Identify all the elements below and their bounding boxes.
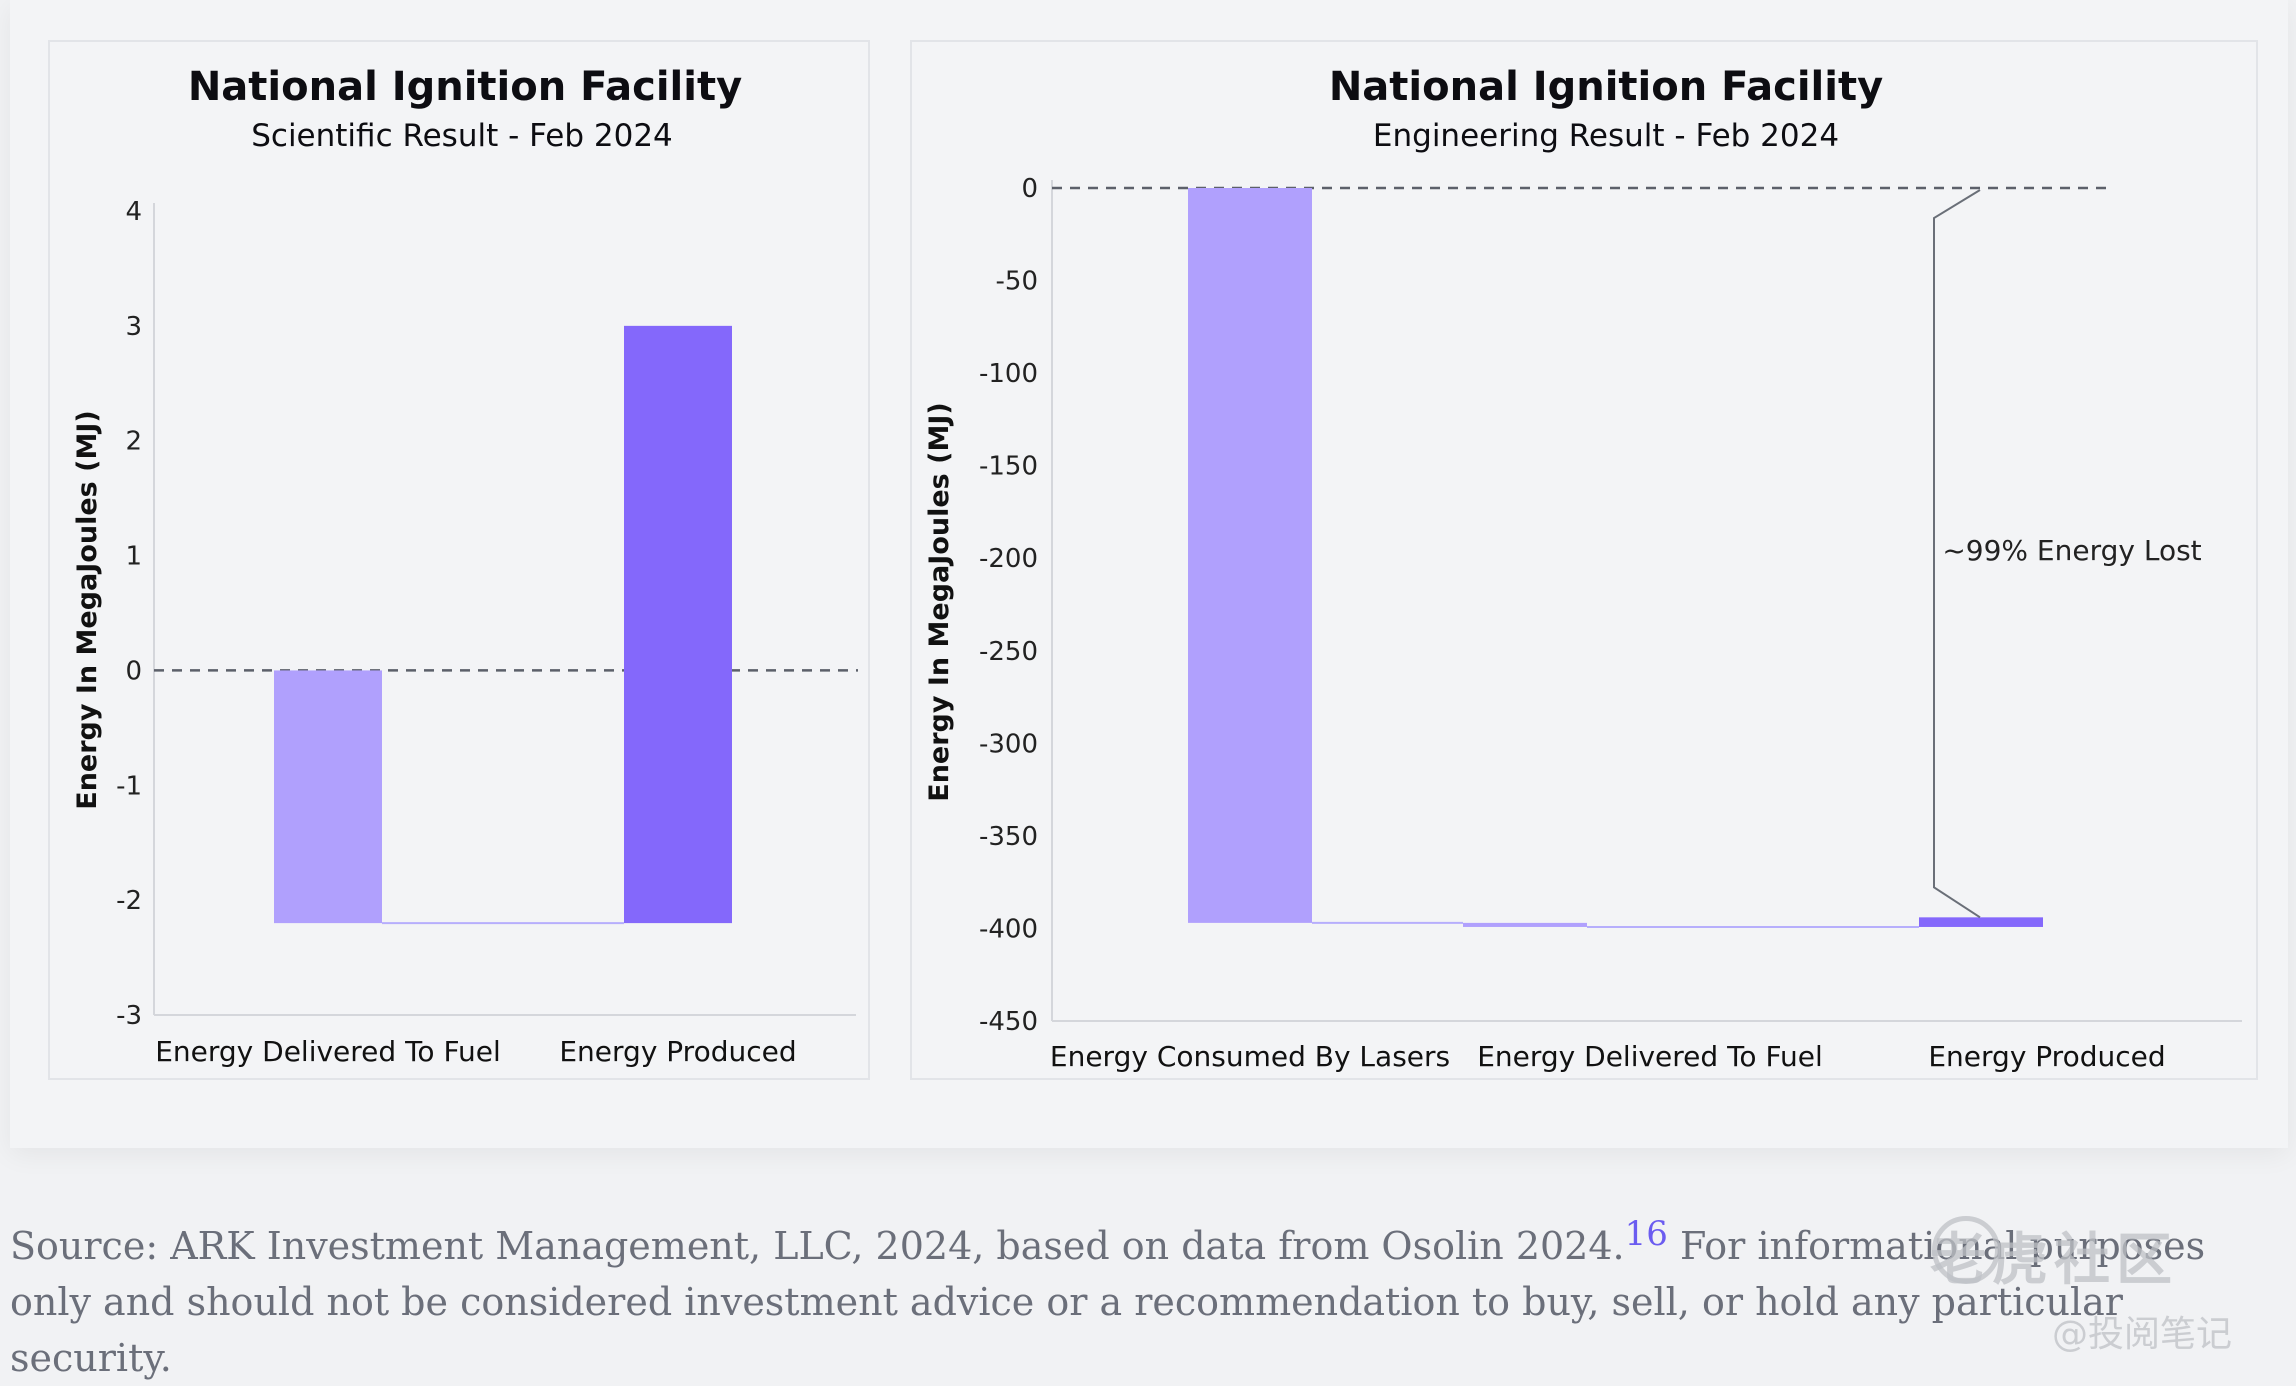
watermark-top: 老虎社区 — [1930, 1228, 2178, 1293]
y-tick-label: 3 — [125, 312, 142, 342]
y-tick-label: -50 — [996, 267, 1038, 297]
chart-title: National Ignition Facility — [188, 64, 742, 110]
y-tick-label: -350 — [979, 822, 1038, 852]
y-tick-label: -250 — [979, 637, 1038, 667]
chart-title: National Ignition Facility — [1329, 64, 1883, 110]
x-category-label: Energy Delivered To Fuel — [155, 1035, 501, 1068]
y-tick-label: -400 — [979, 914, 1038, 944]
y-tick-label: 1 — [125, 542, 142, 572]
y-tick-label: -1 — [116, 771, 142, 801]
y-tick-label: -450 — [979, 1007, 1038, 1037]
chart-card: National Ignition Facility Scientific Re… — [10, 0, 2288, 1148]
y-tick-label: -300 — [979, 729, 1038, 759]
x-category-label: Energy Delivered To Fuel — [1477, 1040, 1823, 1073]
y-tick-label: 0 — [125, 656, 142, 686]
bar-energy-produced — [624, 325, 732, 924]
source-text: Source: ARK Investment Management, LLC, … — [10, 1224, 1625, 1268]
y-axis-label: Energy In MegaJoules (MJ) — [924, 402, 955, 801]
chart-subtitle: Scientific Result - Feb 2024 — [251, 118, 673, 154]
footnote-link[interactable]: 16 — [1624, 1214, 1668, 1254]
y-tick-label: 0 — [1021, 174, 1038, 204]
watermark-logo-icon — [1932, 1216, 2000, 1284]
y-tick-label: -100 — [979, 359, 1038, 389]
chart-subtitle: Engineering Result - Feb 2024 — [1373, 118, 1839, 154]
bar-energy-delivered-to-fuel — [1463, 922, 1587, 927]
energy-lost-annotation: ~99% Energy Lost — [1942, 534, 2201, 567]
bar-energy-consumed-by-lasers — [1188, 188, 1312, 923]
scientific-result-chart: National Ignition Facility Scientific Re… — [72, 64, 858, 1068]
y-tick-label: -3 — [116, 1001, 142, 1031]
x-category-label: Energy Produced — [1928, 1040, 2165, 1073]
energy-lost-bracket — [1933, 189, 1981, 919]
y-tick-label: -200 — [979, 544, 1038, 574]
y-tick-label: 4 — [125, 197, 142, 227]
x-category-label: Energy Produced — [559, 1035, 796, 1068]
y-tick-label: 2 — [125, 427, 142, 457]
engineering-result-chart: National Ignition Facility Engineering R… — [924, 64, 2242, 1073]
x-category-label: Energy Consumed By Lasers — [1050, 1040, 1450, 1073]
y-axis-label: Energy In MegaJoules (MJ) — [72, 410, 103, 809]
y-tick-label: -2 — [116, 886, 142, 916]
watermark-bottom: @投阅笔记 — [2052, 1314, 2233, 1355]
bar-energy-produced — [1919, 917, 2043, 927]
y-tick-label: -150 — [979, 452, 1038, 482]
scientific-result-panel: National Ignition Facility Scientific Re… — [48, 40, 870, 1080]
engineering-result-panel: National Ignition Facility Engineering R… — [910, 40, 2258, 1080]
bar-energy-delivered-to-fuel — [274, 670, 382, 924]
